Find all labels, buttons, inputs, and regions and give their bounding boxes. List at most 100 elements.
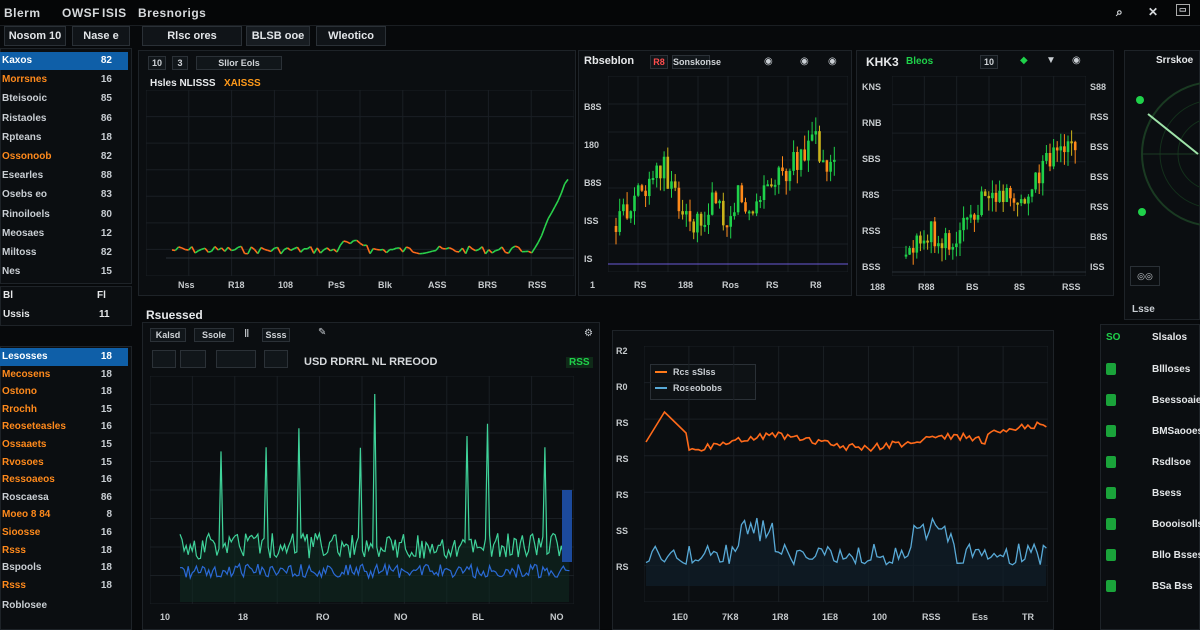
- watchlist-panel: [1100, 324, 1200, 630]
- chart4-settings-icon[interactable]: ⚙: [584, 328, 593, 339]
- candle-body: [688, 211, 692, 222]
- chart2-tool-icon-3[interactable]: ◉: [828, 56, 837, 67]
- candle-body: [807, 140, 810, 161]
- list-item-name: Sioosse: [2, 527, 41, 538]
- list-item[interactable]: Meosaes 12: [0, 225, 128, 243]
- list-item[interactable]: Moeo 8 84 8: [0, 506, 128, 524]
- watchlist-item[interactable]: BMSaooes: [1102, 422, 1200, 442]
- series-segment: [544, 218, 549, 228]
- series-segment: [464, 245, 470, 254]
- list-item[interactable]: Rsss 18: [0, 542, 128, 560]
- chart3-tool-icon-1[interactable]: ◆: [1020, 55, 1028, 66]
- watchlist-item[interactable]: BSa Bss: [1102, 577, 1200, 597]
- chart4-draw-icon[interactable]: ✎: [318, 327, 327, 338]
- series-segment: [185, 248, 189, 251]
- chart3-tool-icon-2[interactable]: ▼: [1046, 55, 1056, 66]
- watchlist-item[interactable]: Bsess: [1102, 484, 1200, 504]
- chart3-badge-1: Bleos: [906, 56, 934, 67]
- chart2-tool-icon-1[interactable]: ◉: [764, 56, 773, 67]
- chart5-canvas[interactable]: [644, 346, 1048, 602]
- series-segment: [402, 246, 407, 253]
- list-item[interactable]: Esearles 88: [0, 167, 128, 185]
- chart4-tool-1[interactable]: [152, 350, 176, 368]
- candle-body: [958, 230, 962, 244]
- chart3-canvas[interactable]: [892, 76, 1086, 276]
- watchlist-item[interactable]: Bsessoaies: [1102, 391, 1200, 411]
- chart4-tool-4[interactable]: [264, 350, 288, 368]
- candle-body: [747, 211, 751, 214]
- chart4-btn-3[interactable]: Ssss: [262, 328, 290, 342]
- chart4-volume-marker: [562, 490, 572, 562]
- watchlist-item[interactable]: Rsdlsoe: [1102, 453, 1200, 473]
- list-item[interactable]: Rinoiloels 80: [0, 206, 128, 224]
- watchlist-item[interactable]: Bllo Bsses: [1102, 546, 1200, 566]
- tab-3[interactable]: Rlsc ores: [142, 26, 242, 46]
- candle-body: [911, 248, 915, 253]
- menu-item-2[interactable]: ISIS: [102, 6, 127, 20]
- chart1-btn-2[interactable]: 3: [172, 56, 188, 70]
- list-item[interactable]: Sioosse 16: [0, 524, 128, 542]
- chart1-btn-1[interactable]: 10: [148, 56, 166, 70]
- watchlist-item[interactable]: Boooisolls: [1102, 515, 1200, 535]
- window-icon[interactable]: ▭: [1176, 4, 1190, 16]
- list-item[interactable]: Ossonoob 82: [0, 148, 128, 166]
- list-item[interactable]: Mecosens 18: [0, 366, 128, 384]
- tab-5[interactable]: Wleotico: [316, 26, 386, 46]
- series-segment: [280, 249, 285, 255]
- tab-1[interactable]: Nosom 10: [4, 26, 66, 46]
- series-segment: [429, 250, 433, 253]
- chart4-canvas[interactable]: [150, 376, 574, 604]
- list-item[interactable]: Reoseteasles 16: [0, 418, 128, 436]
- list-item[interactable]: Rrochh 15: [0, 401, 128, 419]
- gauge-control-icon[interactable]: ◎◎: [1130, 266, 1160, 286]
- menu-item-1[interactable]: OWSF: [62, 6, 100, 20]
- chart2-canvas[interactable]: [608, 76, 848, 272]
- list-item[interactable]: Lesosses 18: [0, 348, 128, 366]
- list-item[interactable]: Morrsnes 16: [0, 71, 128, 89]
- chart4-btn-1[interactable]: Kalsd: [150, 328, 186, 342]
- list-item[interactable]: Rvosoes 15: [0, 454, 128, 472]
- chart2-btn-1[interactable]: R8: [650, 55, 668, 69]
- series-segment: [257, 247, 262, 255]
- search-icon[interactable]: ⌕: [1116, 5, 1124, 19]
- list-item[interactable]: Nes 15: [0, 263, 128, 281]
- chart3-btn-1[interactable]: 10: [980, 55, 998, 69]
- list-item[interactable]: Bspools 18: [0, 559, 128, 577]
- list-item[interactable]: Rsss 18: [0, 577, 128, 595]
- chart2-tool-icon-2[interactable]: ◉: [800, 56, 809, 67]
- chart4-info-icon[interactable]: Ⅱ: [244, 328, 250, 340]
- tab-2[interactable]: Nase e: [72, 26, 130, 46]
- list-item[interactable]: Osebs eo 83: [0, 186, 128, 204]
- axis-tick-label: RS: [766, 280, 779, 290]
- list-item[interactable]: Rpteans 18: [0, 129, 128, 147]
- chart1-canvas[interactable]: [146, 90, 574, 276]
- list-item[interactable]: Ressoaeos 16: [0, 471, 128, 489]
- watchlist-item[interactable]: Bllloses: [1102, 360, 1200, 380]
- list-item[interactable]: Ostono 18: [0, 383, 128, 401]
- chart4-tool-3[interactable]: [216, 350, 256, 368]
- list-item[interactable]: Miltoss 82: [0, 244, 128, 262]
- tab-4[interactable]: BLSB ooe: [246, 26, 310, 46]
- list-item-value: 15: [100, 403, 112, 415]
- list-item[interactable]: Roscaesa 86: [0, 489, 128, 507]
- list-item[interactable]: Bteisooic 85: [0, 90, 128, 108]
- series-segment: [214, 246, 219, 251]
- list-item[interactable]: Ossaaets 15: [0, 436, 128, 454]
- chart3-tool-icon-3[interactable]: ◉: [1072, 55, 1081, 66]
- chart1-btn-3[interactable]: Sllor Eols: [196, 56, 282, 70]
- chart4-btn-2[interactable]: Ssole: [194, 328, 234, 342]
- menu-item-3[interactable]: Bresnorigs: [138, 6, 207, 20]
- candle-body: [994, 192, 998, 202]
- stock-icon: [1106, 518, 1116, 530]
- chart2-btn-2[interactable]: Sonskonse: [672, 55, 722, 69]
- chart4-tool-2[interactable]: [180, 350, 206, 368]
- series-line-2: [179, 562, 570, 581]
- chart5-legend-1: Rcs sSIss: [673, 367, 716, 377]
- list-item[interactable]: Ristaoles 86: [0, 110, 128, 128]
- close-icon[interactable]: ✕: [1148, 5, 1159, 19]
- series-segment: [270, 247, 275, 252]
- series-segment: [181, 247, 186, 251]
- series-segment: [283, 247, 288, 251]
- list-item-value: 18: [100, 131, 112, 143]
- list-item[interactable]: Kaxos 82: [0, 52, 128, 70]
